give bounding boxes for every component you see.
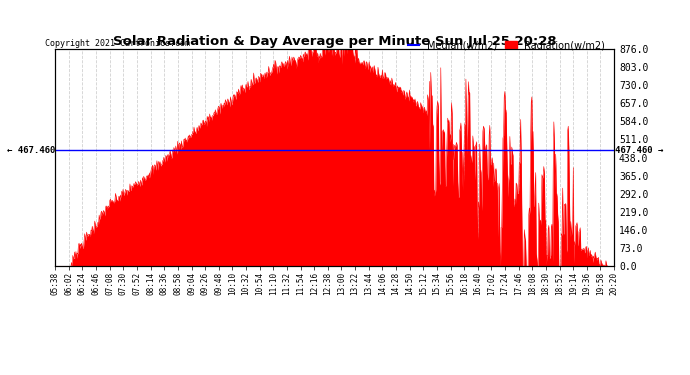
Text: ← 467.460: ← 467.460: [6, 146, 55, 154]
Title: Solar Radiation & Day Average per Minute Sun Jul 25 20:28: Solar Radiation & Day Average per Minute…: [113, 34, 556, 48]
Text: Copyright 2021 Cartronics.com: Copyright 2021 Cartronics.com: [45, 39, 190, 48]
Legend: Median(w/m2), Radiation(w/m2): Median(w/m2), Radiation(w/m2): [404, 36, 609, 54]
Text: 467.460 →: 467.460 →: [615, 146, 664, 154]
